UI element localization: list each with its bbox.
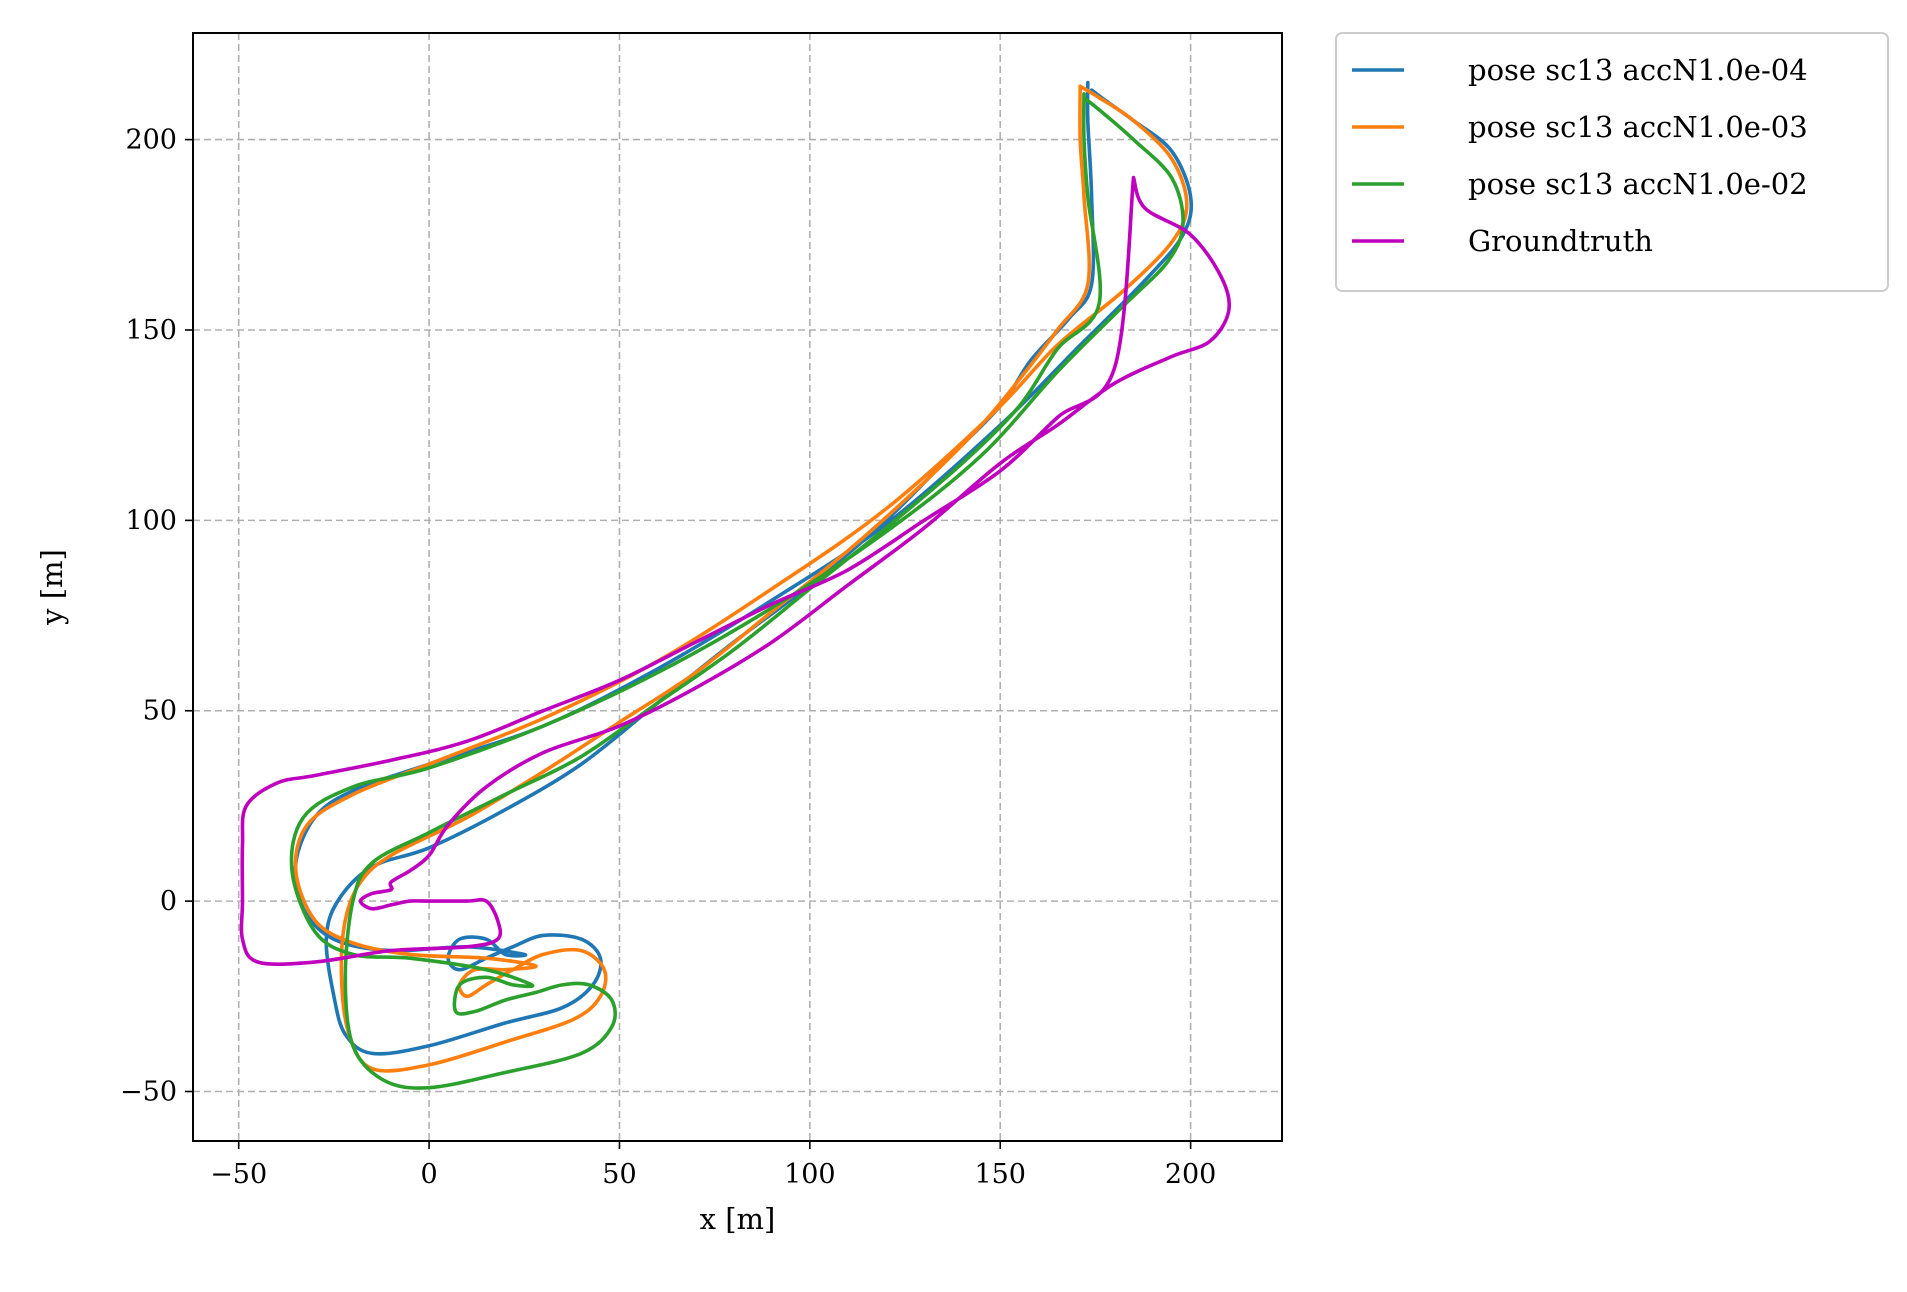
- axis-ticks: −50 0 50 100 150 200 −50 0 50 100 150 200: [120, 125, 1216, 1190]
- series-line-3: [289, 92, 1185, 1090]
- legend-label: pose sc13 accN1.0e-02: [1468, 167, 1808, 201]
- x-axis-label: x [m]: [700, 1202, 776, 1236]
- x-tick-label: 200: [1165, 1159, 1217, 1190]
- legend-label: Groundtruth: [1468, 224, 1653, 258]
- grid: [193, 33, 1282, 1141]
- y-tick-label: 150: [125, 315, 177, 346]
- y-tick-label: 50: [143, 696, 177, 727]
- x-tick-label: 100: [784, 1159, 836, 1190]
- y-axis-label: y [m]: [35, 549, 69, 626]
- legend-label: pose sc13 accN1.0e-04: [1468, 53, 1808, 87]
- series-line-1: [293, 80, 1194, 1056]
- x-tick-label: 50: [602, 1159, 636, 1190]
- y-tick-label: 0: [160, 886, 177, 917]
- series-line-4: [239, 175, 1231, 967]
- plot-frame: [192, 32, 1283, 1142]
- legend: pose sc13 accN1.0e-04 pose sc13 accN1.0e-…: [1335, 32, 1889, 292]
- y-tick-label: −50: [120, 1077, 177, 1108]
- x-tick-label: 0: [420, 1159, 437, 1190]
- y-tick-label: 200: [125, 125, 177, 156]
- legend-box: [1335, 32, 1889, 292]
- x-tick-label: 150: [974, 1159, 1026, 1190]
- y-tick-label: 100: [125, 505, 177, 536]
- series-layer: [239, 80, 1231, 1090]
- legend-label: pose sc13 accN1.0e-03: [1468, 110, 1808, 144]
- x-tick-label: −50: [210, 1159, 267, 1190]
